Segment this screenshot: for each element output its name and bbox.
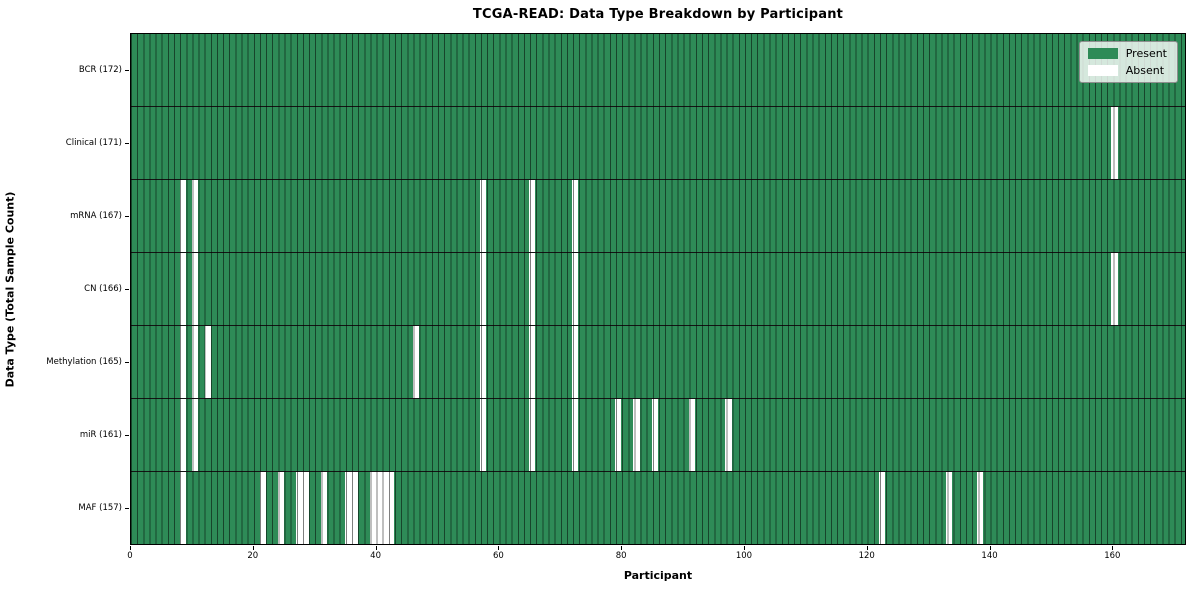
y-tick-mark — [125, 215, 129, 217]
x-tick-mark — [621, 546, 623, 550]
plot-area: Present Absent — [130, 33, 1186, 545]
y-tick-label: Methylation (165) — [46, 357, 122, 368]
absent-cell — [572, 326, 579, 398]
absent-cell — [320, 472, 328, 544]
absent-cell — [192, 399, 199, 471]
x-tick-mark — [989, 546, 991, 550]
absent-cell — [480, 399, 487, 471]
x-tick-mark — [866, 546, 868, 550]
chart-title: TCGA-READ: Data Type Breakdown by Partic… — [472, 7, 844, 22]
x-tick-mark — [498, 546, 500, 550]
heatmap-row-methylation — [131, 326, 1185, 399]
x-tick-label: 160 — [1104, 551, 1121, 561]
absent-cell — [572, 399, 579, 471]
absent-cell — [388, 472, 395, 544]
absent-cell — [259, 472, 266, 544]
x-tick-label: 0 — [127, 551, 133, 561]
x-tick-label: 140 — [981, 551, 998, 561]
absent-cell — [529, 253, 536, 325]
y-tick-mark — [125, 69, 129, 71]
absent-cell — [180, 399, 187, 471]
heatmap-row-bcr — [131, 34, 1185, 107]
absent-cell — [204, 326, 211, 398]
absent-cell — [192, 180, 199, 252]
legend-item-present: Present — [1087, 47, 1167, 60]
y-tick-mark — [125, 142, 129, 144]
absent-cell — [572, 253, 579, 325]
absent-cell — [1111, 253, 1118, 325]
x-tick-mark — [1112, 546, 1114, 550]
heatmap-row-maf — [131, 472, 1185, 544]
absent-cell — [180, 326, 187, 398]
absent-cell — [976, 472, 983, 544]
x-tick-label: 100 — [735, 551, 753, 561]
x-tick-label: 20 — [247, 551, 259, 561]
absent-cell — [878, 472, 885, 544]
absent-cell — [688, 399, 695, 471]
y-tick-mark — [125, 508, 129, 510]
legend-label-absent: Absent — [1125, 64, 1165, 77]
absent-cell — [529, 399, 536, 471]
absent-cell — [615, 399, 622, 471]
absent-cell — [725, 399, 732, 471]
absent-cell — [278, 472, 285, 544]
legend-item-absent: Absent — [1087, 64, 1167, 77]
absent-cell — [529, 326, 536, 398]
absent-cell — [572, 180, 579, 252]
absent-cell — [302, 472, 309, 544]
absent-cell — [651, 399, 658, 471]
absent-cell — [1111, 107, 1118, 179]
absent-cell — [180, 472, 187, 544]
x-tick-mark — [252, 546, 254, 550]
legend-label-present: Present — [1125, 47, 1167, 60]
heatmap-row-mrna — [131, 180, 1185, 253]
legend-swatch-absent — [1087, 65, 1118, 76]
x-tick-label: 120 — [858, 551, 875, 561]
y-tick-label: MAF (157) — [78, 503, 122, 514]
y-tick-mark — [125, 362, 129, 364]
y-tick-label: BCR (172) — [78, 64, 122, 75]
absent-cell — [192, 253, 199, 325]
absent-cell — [351, 472, 358, 544]
absent-cell — [480, 326, 487, 398]
heatmap-row-cn — [131, 253, 1185, 326]
absent-cell — [480, 180, 487, 252]
y-tick-label: Clinical (171) — [65, 137, 122, 148]
legend-swatch-present — [1087, 48, 1118, 59]
y-tick-mark — [125, 289, 129, 290]
x-tick-label: 80 — [615, 551, 627, 561]
absent-cell — [180, 253, 187, 325]
x-tick-mark — [130, 546, 131, 550]
absent-cell — [633, 399, 640, 471]
absent-cell — [192, 326, 199, 398]
y-tick-label: CN (166) — [84, 284, 122, 294]
absent-cell — [946, 472, 953, 544]
heatmap-row-mir — [131, 399, 1185, 472]
absent-cell — [412, 326, 419, 398]
y-tick-mark — [125, 435, 129, 437]
y-tick-label: mRNA (167) — [70, 210, 122, 221]
heatmap-rows — [131, 34, 1185, 544]
x-tick-label: 40 — [370, 551, 381, 561]
absent-cell — [480, 253, 487, 325]
x-axis-label: Participant — [623, 569, 693, 582]
absent-cell — [180, 180, 187, 252]
absent-cell — [529, 180, 536, 252]
x-tick-mark — [743, 546, 745, 550]
x-tick-mark — [375, 546, 377, 550]
legend: Present Absent — [1078, 41, 1178, 83]
heatmap-row-clinical — [131, 107, 1185, 180]
y-tick-label: miR (161) — [79, 430, 122, 441]
x-tick-label: 60 — [492, 551, 504, 561]
